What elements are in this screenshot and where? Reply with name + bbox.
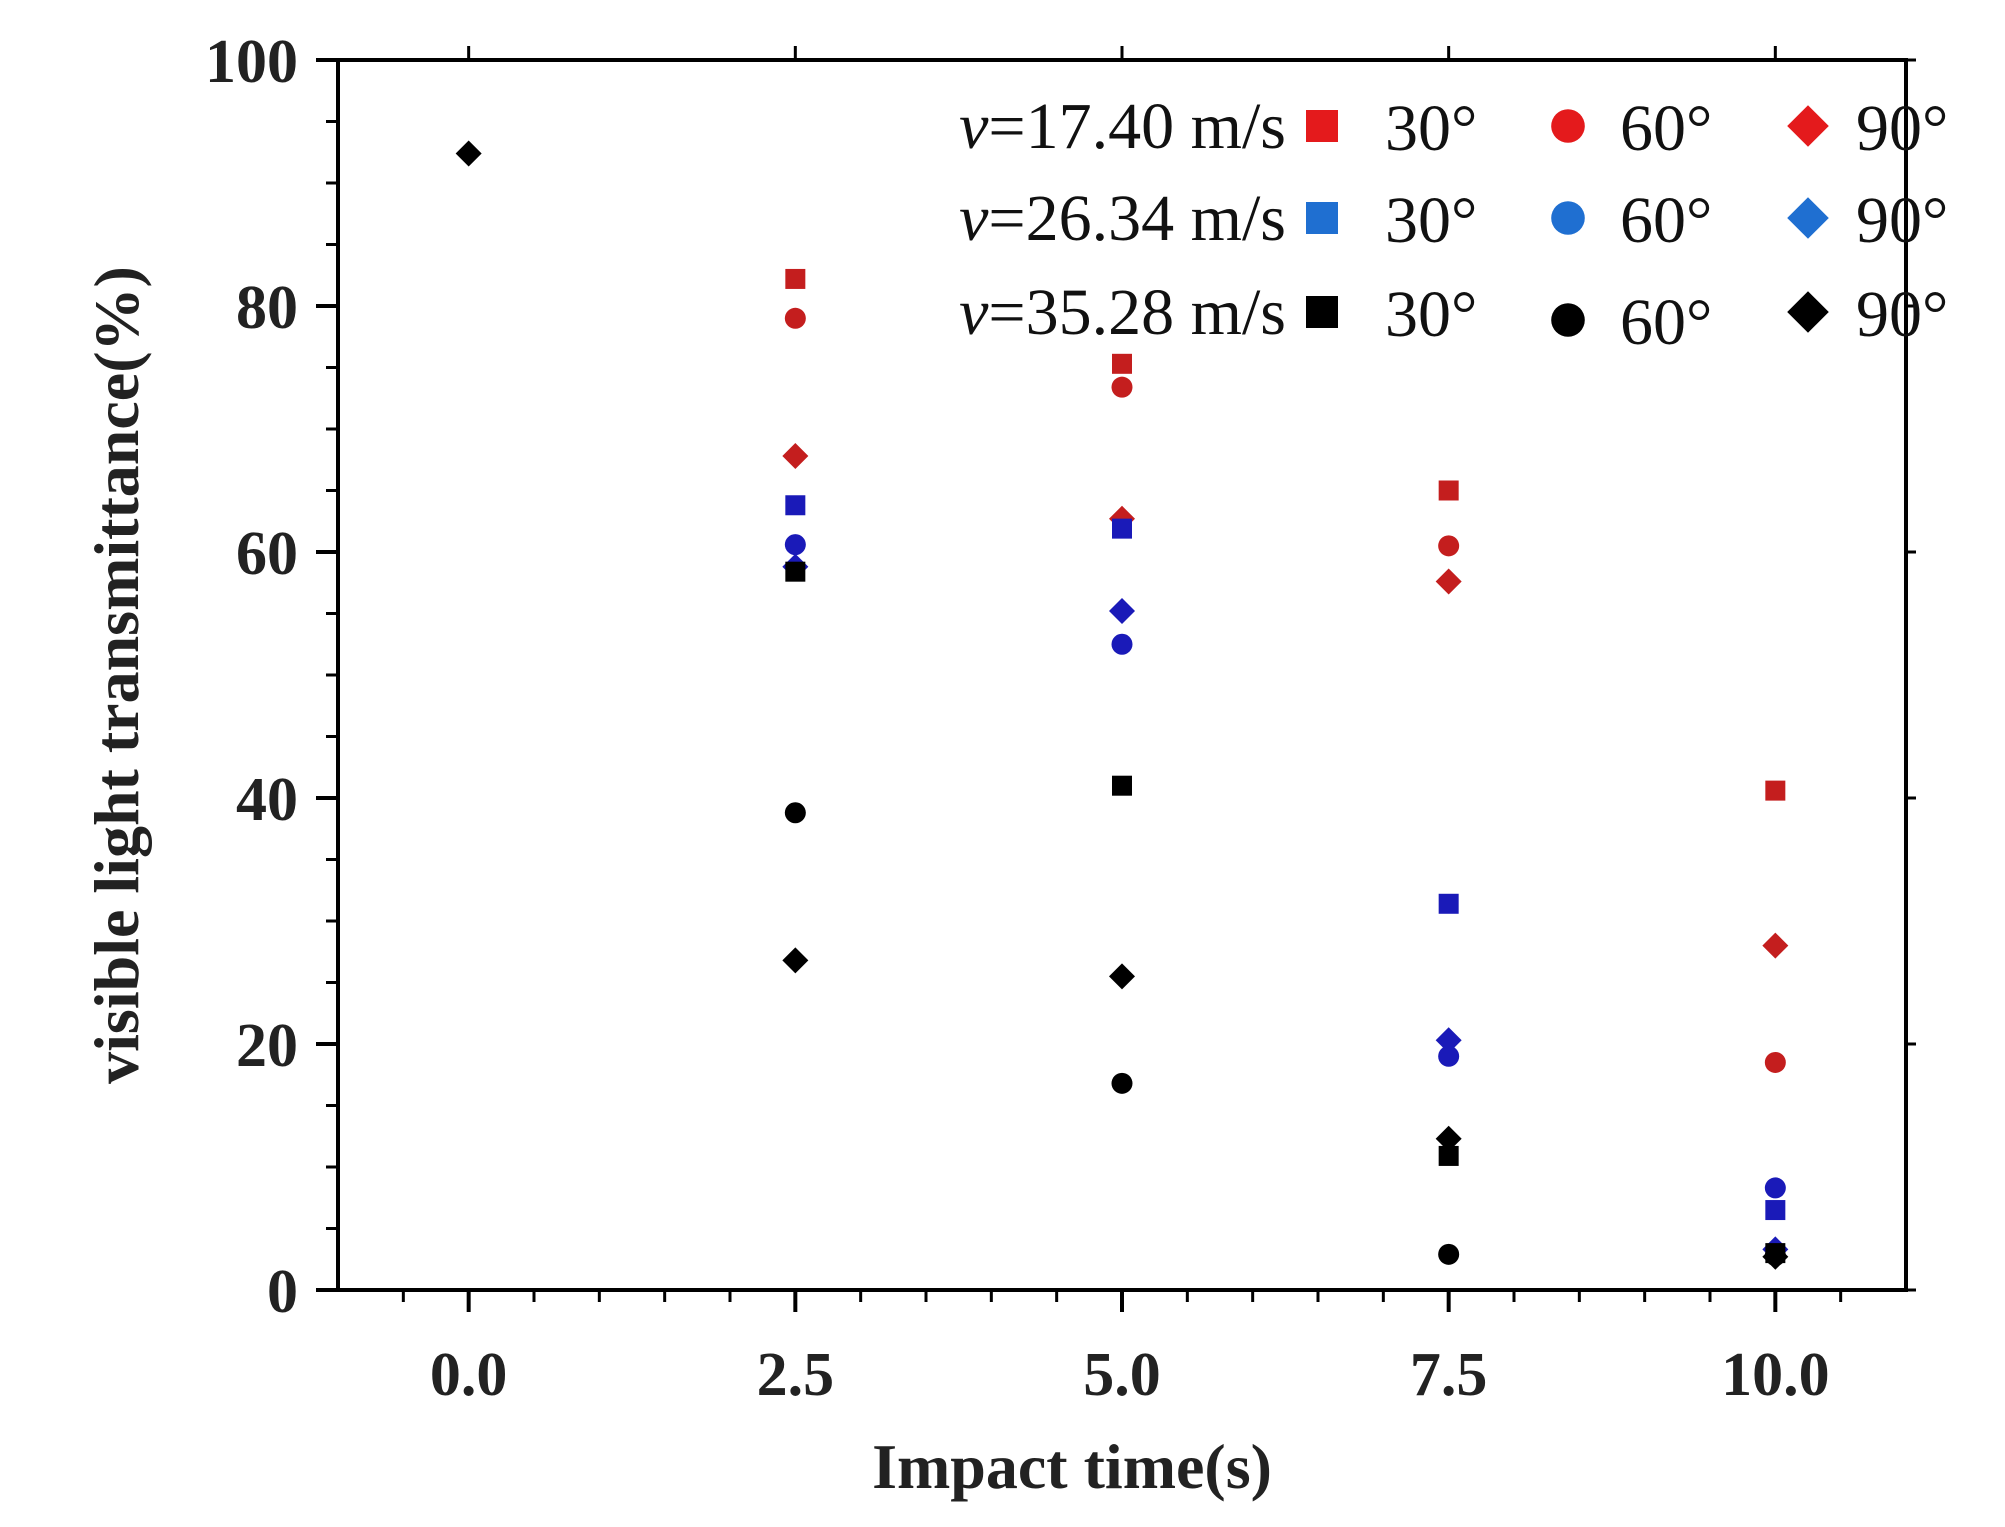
y-tick-label: 100 (205, 28, 298, 96)
x-tick-label: 2.5 (757, 1341, 835, 1409)
data-point (1435, 568, 1462, 595)
legend-marker-diamond (1787, 105, 1829, 147)
series-8 (784, 802, 1786, 1267)
data-point (784, 307, 806, 329)
data-point (1438, 1045, 1460, 1067)
legend-velocity-value: =35.28 m/s (988, 276, 1286, 349)
y-tick-label: 40 (236, 766, 298, 834)
data-point (1764, 1177, 1786, 1199)
legend-velocity-value: =17.40 m/s (988, 90, 1286, 163)
series-1 (785, 268, 1786, 801)
legend-velocity-symbol: v (959, 90, 989, 163)
legend-angle-label: 90° (1856, 92, 1948, 165)
data-point (1764, 1051, 1786, 1073)
x-tick-label: 5.0 (1083, 1341, 1161, 1409)
series-2 (784, 307, 1786, 1073)
legend-angle-label: 30° (1385, 278, 1477, 351)
series-5 (784, 534, 1786, 1199)
legend-angle-label: 60° (1620, 286, 1712, 359)
legend-marker-diamond (1787, 291, 1829, 333)
data-point (1109, 963, 1135, 990)
ticks-layer: 0.0 2.5 5.0 7.5 10.0 0 20 40 60 80 100 (205, 28, 1916, 1409)
series-3 (782, 443, 1789, 959)
legend-marker-square (1306, 296, 1338, 328)
legend-velocity-symbol: v (959, 276, 989, 349)
data-point (785, 561, 806, 582)
data-point (1762, 1243, 1789, 1270)
legend-marker-diamond (1787, 197, 1829, 239)
series-7 (785, 561, 1786, 1264)
y-tick-label: 20 (236, 1012, 298, 1080)
data-point (1435, 1027, 1462, 1054)
legend-angle-label: 60° (1620, 92, 1712, 165)
data-point (1435, 1125, 1462, 1152)
data-point (1109, 598, 1135, 625)
y-tick-label: 60 (236, 520, 298, 588)
legend-angle-label: 60° (1620, 184, 1712, 257)
data-point (1438, 1145, 1459, 1166)
x-tick-label: 7.5 (1410, 1341, 1488, 1409)
legend-marker-square (1306, 110, 1338, 142)
x-tick-label: 10.0 (1721, 1341, 1830, 1409)
legend-angle-label: 30° (1385, 92, 1477, 165)
legend-row-3: v=35.28 m/s 30° 60° 90° (959, 276, 1948, 359)
data-point (455, 140, 482, 167)
data-point (784, 534, 806, 556)
legend-marker-circle (1551, 303, 1585, 337)
legend-velocity-label: v=26.34 m/s (959, 182, 1286, 255)
data-point (1438, 893, 1459, 914)
y-axis-title: visible light transmittance(%) (81, 266, 152, 1084)
legend-marker-circle (1551, 201, 1585, 235)
series-6 (782, 553, 1789, 1263)
data-point (1765, 780, 1786, 801)
data-point (782, 443, 809, 470)
legend-angle-label: 90° (1856, 184, 1948, 257)
plot-frame (336, 58, 1908, 1292)
data-point (1112, 353, 1132, 374)
legend-angle-label: 90° (1856, 278, 1948, 351)
data-point (1111, 376, 1133, 398)
legend-row-2: v=26.34 m/s 30° 60° 90° (959, 182, 1948, 257)
legend-row-1: v=17.40 m/s 30° 60° 90° (959, 90, 1948, 165)
data-point (1438, 1243, 1460, 1265)
y-tick-label: 0 (267, 1258, 298, 1326)
data-point (1111, 1072, 1133, 1094)
data-point (1112, 518, 1132, 539)
data-point (1762, 932, 1789, 959)
data-point (1111, 633, 1133, 655)
legend-velocity-label: v=17.40 m/s (959, 90, 1286, 163)
series-4 (785, 495, 1786, 1221)
data-point (1765, 1200, 1786, 1221)
y-tick-label: 80 (236, 274, 298, 342)
data-point (1438, 480, 1459, 501)
legend-marker-circle (1551, 109, 1585, 143)
data-point (784, 802, 806, 824)
data-point (782, 947, 809, 974)
legend-velocity-value: =26.34 m/s (988, 182, 1286, 255)
legend-velocity-symbol: v (959, 182, 989, 255)
data-point (1438, 535, 1460, 557)
x-axis-title: Impact time(s) (872, 1431, 1272, 1502)
data-point (1112, 775, 1132, 796)
points-layer (455, 140, 1789, 1270)
x-tick-label: 0.0 (430, 1341, 508, 1409)
legend-angle-label: 30° (1385, 184, 1477, 257)
series-9 (455, 140, 1789, 1270)
data-point (785, 268, 806, 289)
legend: v=17.40 m/s 30° 60° 90°v=26.34 m/s 30° 60° 90°… (959, 90, 1948, 359)
data-point (785, 495, 806, 516)
legend-velocity-label: v=35.28 m/s (959, 276, 1286, 349)
legend-marker-square (1306, 202, 1338, 234)
